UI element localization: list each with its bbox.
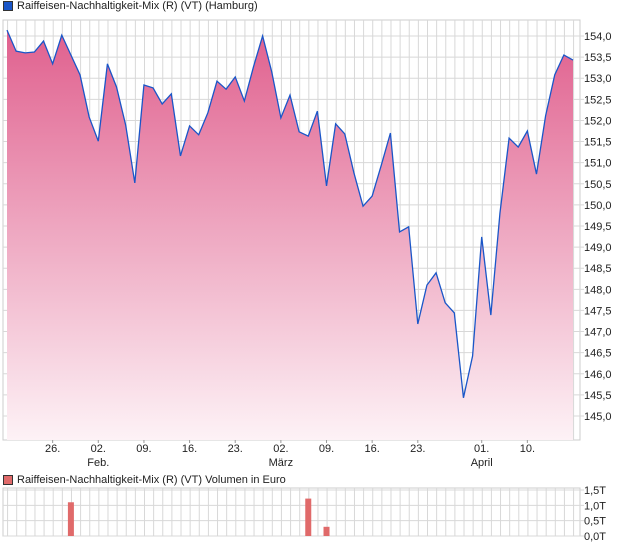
y-tick-label: 148,5	[584, 263, 612, 275]
x-tick-label: 10.	[520, 443, 535, 455]
y-tick-label: 149,5	[584, 221, 612, 233]
x-tick-label: 01.	[474, 443, 489, 455]
price-area-fill	[7, 30, 573, 440]
y-tick-label: 147,5	[584, 305, 612, 317]
volume-chart-title: Raiffeisen-Nachhaltigkeit-Mix (R) (VT) V…	[17, 474, 286, 486]
x-tick-label: 09.	[136, 443, 151, 455]
x-tick-label: 16.	[365, 443, 380, 455]
x-tick-label: 09.	[319, 443, 334, 455]
volume-bar	[67, 502, 74, 536]
y-tick-label: 148,0	[584, 284, 612, 296]
x-tick-label: 23.	[228, 443, 243, 455]
y-tick-label: 145,0	[584, 411, 612, 423]
y-tick-label: 147,0	[584, 327, 612, 339]
x-tick-label: 23.	[410, 443, 425, 455]
volume-legend: Raiffeisen-Nachhaltigkeit-Mix (R) (VT) V…	[3, 474, 286, 486]
volume-bar	[323, 526, 330, 536]
x-tick-label: 02.	[273, 443, 288, 455]
y-tick-label: 149,0	[584, 242, 612, 254]
y-tick-label: 153,0	[584, 73, 612, 85]
volume-y-tick-label: 0,0T	[584, 531, 606, 543]
price-chart-title: Raiffeisen-Nachhaltigkeit-Mix (R) (VT) (…	[17, 0, 258, 12]
volume-y-tick-label: 1,0T	[584, 500, 606, 512]
y-tick-label: 152,0	[584, 115, 612, 127]
legend-swatch-volume	[3, 475, 13, 485]
y-tick-label: 151,0	[584, 158, 612, 170]
y-tick-label: 151,5	[584, 137, 612, 149]
y-tick-label: 154,0	[584, 31, 612, 43]
volume-y-tick-label: 1,5T	[584, 485, 606, 497]
x-tick-label: 16.	[182, 443, 197, 455]
x-tick-label: 02.	[91, 443, 106, 455]
y-tick-label: 153,5	[584, 52, 612, 64]
x-tick-label: 26.	[45, 443, 60, 455]
y-tick-label: 145,5	[584, 390, 612, 402]
x-month-label: März	[269, 457, 293, 469]
y-tick-label: 150,0	[584, 200, 612, 212]
x-month-label: April	[471, 457, 493, 469]
y-tick-label: 146,0	[584, 369, 612, 381]
y-tick-label: 152,5	[584, 94, 612, 106]
volume-bar	[305, 498, 312, 536]
legend-swatch-price	[3, 1, 13, 11]
y-tick-label: 150,5	[584, 179, 612, 191]
price-legend: Raiffeisen-Nachhaltigkeit-Mix (R) (VT) (…	[3, 0, 258, 12]
x-month-label: Feb.	[87, 457, 109, 469]
y-tick-label: 146,5	[584, 348, 612, 360]
volume-y-tick-label: 0,5T	[584, 516, 606, 528]
